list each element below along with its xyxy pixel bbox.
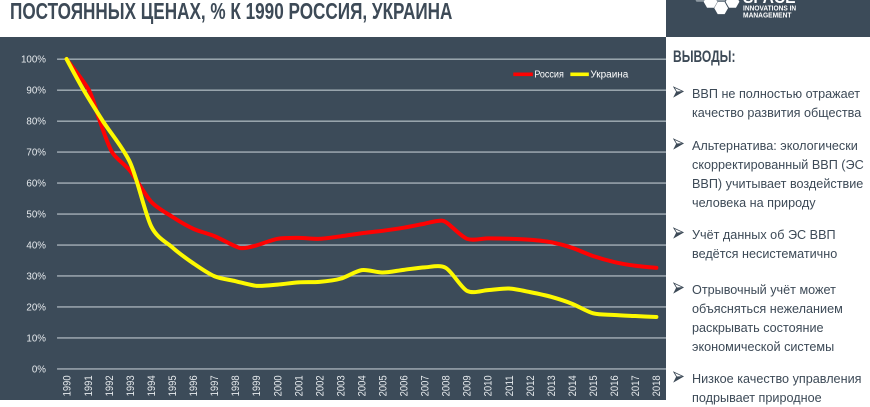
svg-text:70%: 70%	[26, 148, 46, 159]
svg-text:2008: 2008	[441, 376, 453, 397]
svg-text:2016: 2016	[609, 376, 621, 397]
svg-text:50%: 50%	[26, 210, 46, 221]
svg-text:2013: 2013	[546, 376, 558, 397]
svg-text:20%: 20%	[26, 303, 46, 314]
svg-text:40%: 40%	[26, 241, 46, 252]
svg-text:2007: 2007	[420, 376, 432, 397]
svg-text:2015: 2015	[588, 376, 600, 397]
svg-text:2006: 2006	[399, 376, 411, 397]
svg-text:2004: 2004	[356, 376, 368, 397]
svg-text:100%: 100%	[21, 55, 46, 66]
svg-text:Россия: Россия	[534, 70, 564, 81]
svg-text:1994: 1994	[146, 376, 158, 397]
svg-text:Украина: Украина	[590, 70, 628, 81]
svg-text:1991: 1991	[83, 376, 95, 397]
svg-text:SPACE: SPACE	[743, 0, 796, 7]
svg-text:2005: 2005	[377, 376, 389, 397]
svg-text:2011: 2011	[504, 376, 516, 397]
svg-text:2010: 2010	[483, 376, 495, 397]
svg-text:90%: 90%	[26, 86, 46, 97]
svg-text:1998: 1998	[230, 376, 242, 397]
svg-text:2003: 2003	[335, 376, 347, 397]
svg-text:2012: 2012	[525, 376, 537, 397]
svg-text:2009: 2009	[462, 376, 474, 397]
svg-text:2002: 2002	[314, 376, 326, 397]
svg-text:1996: 1996	[188, 376, 200, 397]
svg-text:2014: 2014	[567, 376, 579, 397]
svg-text:2017: 2017	[630, 376, 642, 397]
svg-text:1990: 1990	[62, 376, 74, 397]
svg-text:2001: 2001	[293, 376, 305, 397]
svg-text:1999: 1999	[251, 376, 263, 397]
svg-text:INNOVATIONS IN: INNOVATIONS IN	[743, 6, 796, 13]
svg-text:1995: 1995	[167, 376, 179, 397]
svg-text:1993: 1993	[125, 376, 137, 397]
svg-text:30%: 30%	[26, 272, 46, 283]
svg-text:80%: 80%	[26, 117, 46, 128]
svg-text:1997: 1997	[209, 376, 221, 397]
svg-text:10%: 10%	[26, 334, 46, 345]
svg-text:1992: 1992	[104, 376, 116, 397]
svg-text:2018: 2018	[651, 376, 663, 397]
svg-text:2000: 2000	[272, 376, 284, 397]
svg-text:0%: 0%	[32, 365, 46, 376]
svg-text:60%: 60%	[26, 179, 46, 190]
svg-text:MANAGEMENT: MANAGEMENT	[743, 12, 792, 19]
